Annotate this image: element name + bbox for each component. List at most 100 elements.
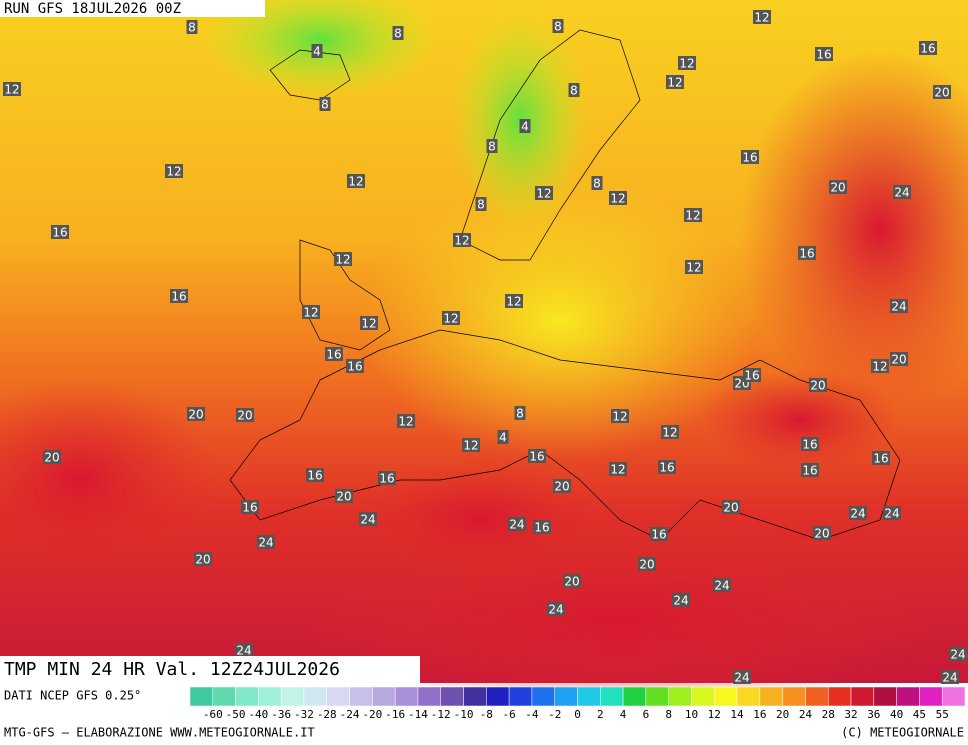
- label-box: [672, 593, 690, 607]
- scale-swatch: [759, 686, 783, 707]
- label-box: [563, 574, 581, 588]
- temperature-label: 12: [335, 253, 350, 267]
- scale-swatch: [417, 686, 441, 707]
- label-box: [849, 506, 867, 520]
- label-box: [392, 26, 404, 40]
- temperature-label: 16: [534, 521, 549, 535]
- scale-swatch: [668, 686, 692, 707]
- scale-label: -16: [385, 708, 405, 721]
- scale-swatch: [827, 686, 852, 707]
- temperature-label: 20: [891, 353, 906, 367]
- scale-label: 10: [685, 708, 698, 721]
- label-box: [949, 647, 967, 661]
- temperature-label: 16: [873, 452, 888, 466]
- label-box: [883, 506, 901, 520]
- temperature-label: 12: [348, 175, 363, 189]
- scale-swatch: [600, 686, 624, 707]
- label-box: [486, 139, 498, 153]
- label-box: [51, 225, 69, 239]
- temperature-label: 24: [714, 579, 729, 593]
- coastline: [459, 29, 641, 261]
- scale-swatch: [258, 686, 282, 707]
- label-box: [475, 197, 487, 211]
- label-box: [319, 97, 331, 111]
- label-box: [801, 437, 819, 451]
- label-box: [552, 19, 564, 33]
- scale-label: 12: [708, 708, 721, 721]
- label-box: [743, 368, 761, 382]
- temperature-label: 20: [188, 408, 203, 422]
- temperature-label: 12: [685, 209, 700, 223]
- scale-label: -14: [408, 708, 428, 721]
- temperature-label: 4: [521, 120, 529, 134]
- label-box: [684, 208, 702, 222]
- temperature-label: 20: [810, 379, 825, 393]
- label-box: [397, 414, 415, 428]
- temperature-label: 16: [651, 528, 666, 542]
- temperature-label: 20: [639, 558, 654, 572]
- scale-label: -12: [431, 708, 451, 721]
- scale-swatch: [212, 686, 236, 707]
- scale-label: -50: [226, 708, 246, 721]
- scale-label: 40: [890, 708, 903, 721]
- temperature-label: 16: [347, 360, 362, 374]
- label-box: [733, 670, 751, 684]
- label-box: [508, 517, 526, 531]
- label-box: [257, 535, 275, 549]
- temperature-label: 16: [920, 42, 935, 56]
- scale-label: -8: [480, 708, 493, 721]
- label-box: [941, 670, 959, 684]
- label-box: [514, 406, 526, 420]
- temperature-label: 16: [52, 226, 67, 240]
- coastline: [269, 49, 351, 101]
- label-box: [335, 489, 353, 503]
- label-box: [893, 185, 911, 199]
- label-box: [236, 408, 254, 422]
- label-box: [3, 82, 21, 96]
- scale-label: -10: [454, 708, 474, 721]
- label-box: [801, 463, 819, 477]
- scale-swatch: [303, 686, 328, 707]
- scale-swatch: [873, 686, 897, 707]
- scale-label: -6: [502, 708, 515, 721]
- scale-label: 28: [822, 708, 835, 721]
- temperature-label: 12: [872, 360, 887, 374]
- temperature-label: 16: [802, 438, 817, 452]
- label-box: [890, 299, 908, 313]
- temperature-label: 8: [321, 98, 329, 112]
- scale-swatch: [349, 686, 373, 707]
- temperature-label: 4: [499, 431, 507, 445]
- label-box: [346, 359, 364, 373]
- label-box: [919, 41, 937, 55]
- label-box: [519, 119, 531, 133]
- label-box: [325, 347, 343, 361]
- label-box: [334, 252, 352, 266]
- label-box: [933, 85, 951, 99]
- temperature-label: 8: [554, 20, 562, 34]
- label-box: [658, 460, 676, 474]
- scale-label: 24: [799, 708, 813, 721]
- scale-label: 6: [643, 708, 650, 721]
- scale-swatch: [577, 686, 601, 707]
- temperature-label: 16: [816, 48, 831, 62]
- warm-zone: [360, 180, 760, 460]
- label-box: [741, 150, 759, 164]
- label-box: [302, 305, 320, 319]
- scale-swatch: [486, 686, 510, 707]
- scale-swatch: [394, 686, 419, 707]
- label-box: [505, 294, 523, 308]
- credit-label: MTG-GFS — ELABORAZIONE WWW.METEOGIORNALE…: [4, 726, 315, 740]
- hot-zone: [360, 460, 600, 580]
- label-box: [43, 450, 61, 464]
- temperature-label: 12: [443, 312, 458, 326]
- label-box: [650, 527, 668, 541]
- temperature-label: 16: [799, 247, 814, 261]
- scale-swatch: [531, 686, 555, 707]
- temperature-label: 12: [398, 415, 413, 429]
- scale-swatch: [463, 686, 487, 707]
- scale-label: 45: [913, 708, 926, 721]
- scale-label: 14: [730, 708, 744, 721]
